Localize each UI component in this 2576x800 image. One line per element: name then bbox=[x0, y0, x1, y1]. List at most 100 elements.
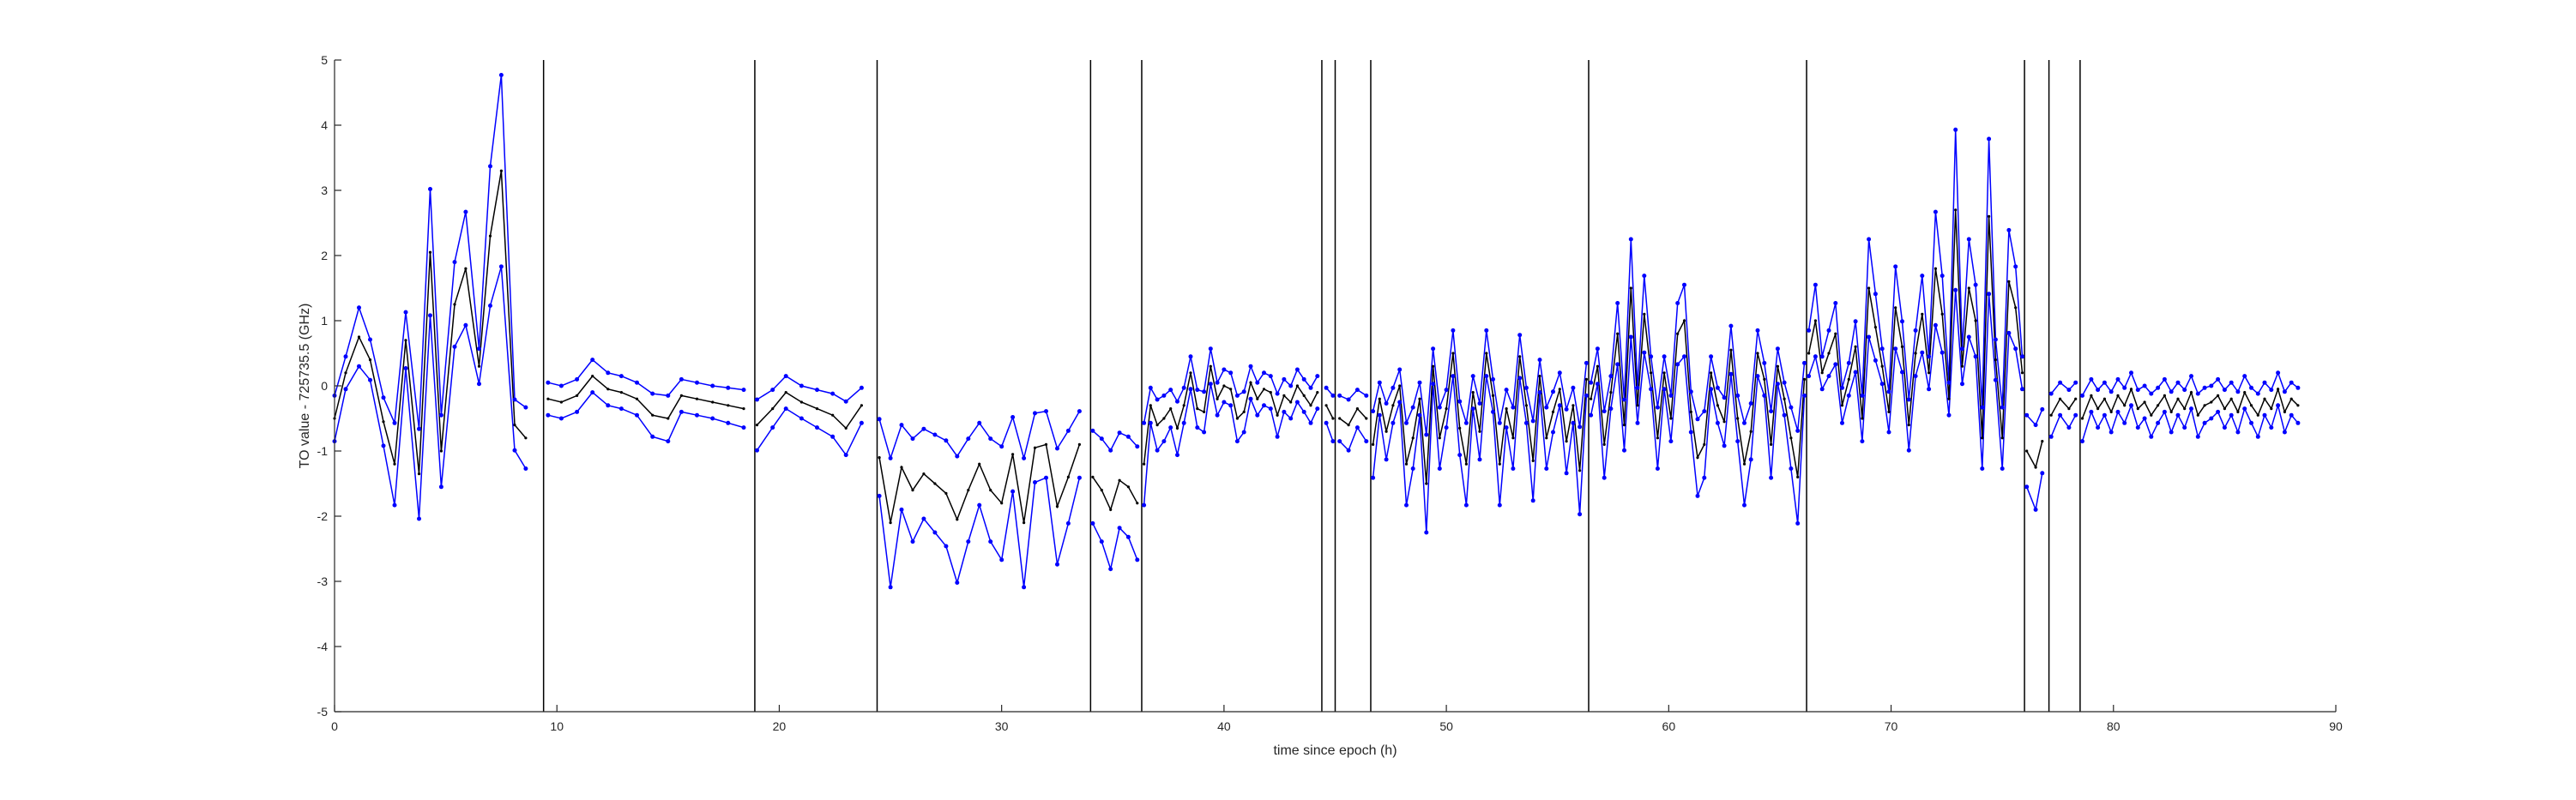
lower-point bbox=[2000, 466, 2005, 471]
center-point bbox=[978, 462, 981, 466]
center-point bbox=[711, 400, 715, 404]
center-point bbox=[488, 234, 492, 238]
upper-point bbox=[679, 376, 684, 382]
upper-point bbox=[1557, 370, 1562, 376]
upper-point bbox=[558, 383, 564, 388]
center-point bbox=[1900, 345, 1904, 348]
lower-point bbox=[1228, 403, 1234, 408]
lower-point bbox=[888, 585, 893, 590]
center-point bbox=[1485, 352, 1488, 355]
center-point bbox=[1820, 371, 1824, 375]
center-point bbox=[1118, 478, 1121, 482]
upper-point bbox=[1530, 418, 1535, 424]
lower-point bbox=[1853, 370, 1858, 375]
center-point bbox=[1011, 453, 1015, 456]
center-point bbox=[2025, 449, 2029, 453]
center-point bbox=[1602, 442, 1606, 447]
lower-point bbox=[2102, 412, 2107, 418]
x-tick-label: 60 bbox=[1662, 719, 1676, 733]
lower-point bbox=[1537, 390, 1542, 395]
center-point bbox=[2059, 397, 2062, 400]
center-point bbox=[2196, 413, 2199, 417]
lower-point bbox=[438, 484, 443, 490]
upper-point bbox=[1444, 388, 1449, 393]
upper-point bbox=[2182, 388, 2187, 393]
center-point bbox=[439, 449, 443, 453]
upper-point bbox=[1946, 380, 1952, 385]
center-point bbox=[559, 400, 564, 404]
upper-point bbox=[1195, 388, 1200, 393]
upper-point bbox=[1775, 346, 1780, 352]
upper-point bbox=[1188, 354, 1193, 359]
lower-point bbox=[477, 382, 481, 387]
center-point bbox=[1616, 332, 1620, 335]
lower-point bbox=[1715, 420, 1720, 425]
lower-point bbox=[368, 377, 372, 382]
lower-point bbox=[2129, 403, 2133, 408]
lower-point bbox=[618, 406, 624, 412]
lower-point bbox=[1444, 425, 1449, 430]
upper-point bbox=[1735, 393, 1740, 398]
center-point bbox=[1669, 417, 1673, 420]
center-point bbox=[2229, 397, 2233, 400]
upper-point bbox=[2013, 264, 2018, 269]
lower-point bbox=[2156, 420, 2161, 425]
upper-point bbox=[1728, 323, 1734, 328]
center-point bbox=[1578, 469, 1582, 472]
center-value-line bbox=[756, 391, 863, 430]
upper-point bbox=[1695, 417, 1700, 422]
upper-point bbox=[1722, 395, 1727, 400]
upper-point bbox=[1294, 367, 1300, 372]
lower-point bbox=[2058, 412, 2063, 418]
center-point bbox=[2007, 280, 2011, 283]
upper-point bbox=[977, 420, 982, 425]
upper-point bbox=[955, 454, 960, 459]
lower-point bbox=[899, 507, 904, 512]
upper-point bbox=[755, 397, 759, 402]
upper-point bbox=[1517, 333, 1523, 338]
lower-point bbox=[1282, 409, 1287, 414]
lower-point bbox=[1437, 466, 1442, 471]
center-point bbox=[2263, 397, 2266, 400]
upper-point bbox=[1168, 388, 1173, 393]
upper-point bbox=[710, 383, 715, 388]
center-point bbox=[1505, 407, 1508, 411]
center-point bbox=[1216, 397, 1219, 400]
upper-point bbox=[1497, 420, 1502, 425]
upper-point bbox=[512, 397, 517, 402]
lower-point bbox=[1795, 520, 1801, 526]
lower-point bbox=[710, 416, 715, 421]
lower-point bbox=[1301, 409, 1306, 414]
lower-point bbox=[1980, 466, 1985, 471]
center-point bbox=[1331, 417, 1335, 420]
upper-point bbox=[2242, 374, 2247, 379]
center-point bbox=[404, 339, 407, 342]
lower-point bbox=[1022, 585, 1027, 590]
center-point bbox=[1974, 319, 1977, 322]
upper-point bbox=[417, 426, 421, 431]
center-point bbox=[1372, 442, 1375, 447]
lower-point bbox=[1410, 466, 1415, 471]
lower-point bbox=[1404, 502, 1409, 508]
center-point bbox=[967, 489, 970, 492]
upper-point bbox=[1077, 409, 1082, 414]
upper-point bbox=[2229, 380, 2234, 385]
lower-point bbox=[381, 443, 386, 448]
center-point bbox=[2283, 410, 2286, 413]
lower-point bbox=[1397, 400, 1403, 405]
center-point bbox=[1988, 214, 1991, 218]
lower-point bbox=[1241, 430, 1246, 435]
center-point bbox=[1834, 332, 1837, 335]
upper-point bbox=[1241, 389, 1246, 394]
lower-point bbox=[1966, 334, 1971, 340]
center-point bbox=[2096, 407, 2100, 411]
lower-point bbox=[1371, 475, 1376, 480]
lower-point bbox=[1551, 430, 1555, 435]
lower-point bbox=[1424, 530, 1429, 535]
center-point bbox=[1000, 502, 1004, 505]
upper-point bbox=[1813, 282, 1818, 287]
center-point bbox=[889, 521, 892, 525]
y-tick-label: 4 bbox=[321, 118, 328, 132]
center-point bbox=[1783, 397, 1786, 400]
upper-point bbox=[1330, 393, 1336, 398]
